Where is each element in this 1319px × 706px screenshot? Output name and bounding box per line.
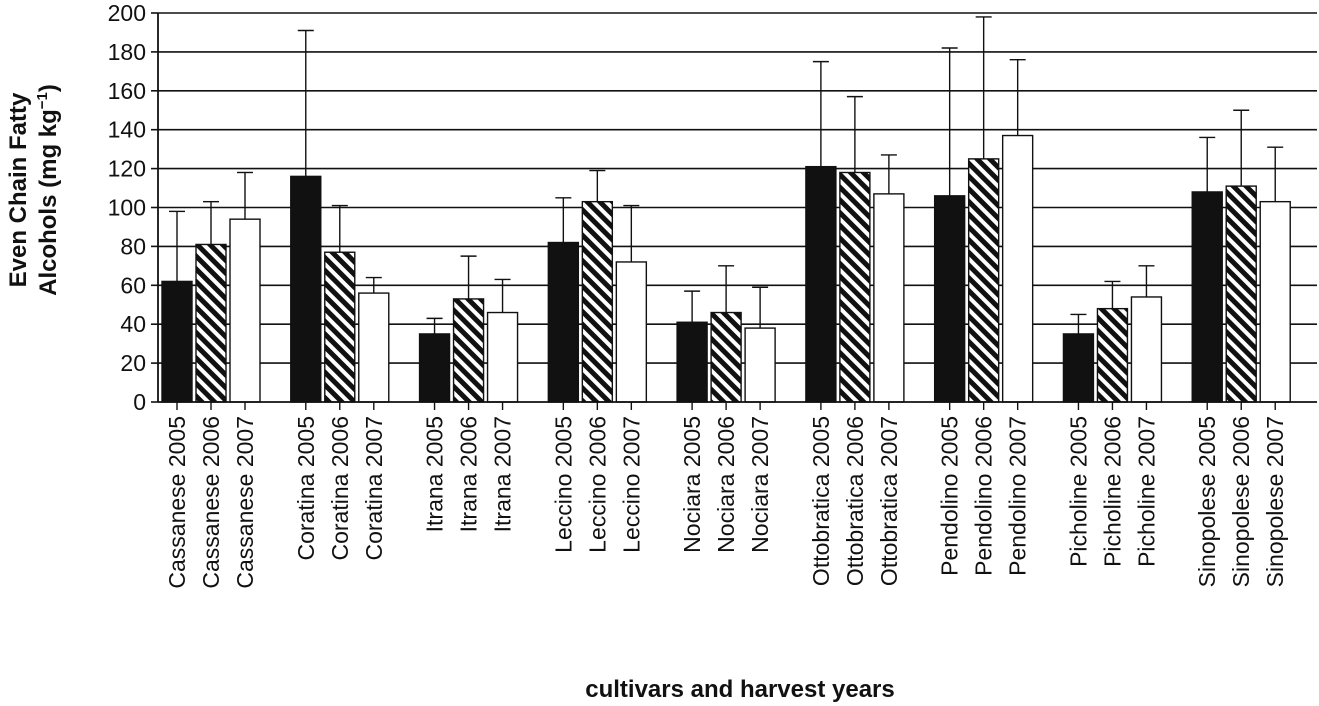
x-category-label: Coratina 2006: [327, 416, 353, 561]
x-category-label: Sinopolese 2005: [1194, 416, 1220, 587]
x-category-label: Sinopolese 2007: [1262, 416, 1288, 587]
x-category-label: Picholine 2007: [1133, 416, 1159, 567]
bar: [161, 280, 193, 403]
bar: [290, 175, 322, 403]
y-tick-label: 100: [108, 195, 146, 221]
bar: [1130, 296, 1163, 403]
x-category-label: Leccino 2005: [550, 416, 576, 553]
y-tick-label: 120: [108, 156, 146, 182]
x-axis-title: cultivars and harvest years: [585, 676, 895, 703]
x-category-label: Picholine 2005: [1065, 416, 1091, 567]
y-tick-label: 20: [120, 350, 146, 376]
x-category-label: Nociara 2007: [747, 416, 773, 553]
axes: [157, 13, 1317, 403]
y-tick-label: 0: [133, 389, 146, 415]
x-category-label: Picholine 2006: [1099, 416, 1125, 567]
x-category-label: Ottobratica 2007: [876, 416, 902, 586]
x-category-label: Leccino 2006: [584, 416, 610, 553]
bar: [710, 311, 742, 403]
bar: [229, 218, 261, 403]
x-category-label: Cassanese 2007: [232, 416, 258, 589]
x-category-label: Pendolino 2005: [937, 416, 963, 576]
x-category-label: Pendolino 2007: [1005, 416, 1031, 576]
x-category-label: Coratina 2007: [361, 416, 387, 561]
x-category-label: Ottobratica 2006: [842, 416, 868, 586]
y-tick-label: 140: [108, 117, 146, 143]
y-axis-title-line2: Alcohols (mg kg−1): [34, 84, 62, 296]
bar: [839, 171, 871, 403]
x-category-label: Nociara 2006: [713, 416, 739, 553]
bar: [1191, 191, 1223, 403]
bar: [1096, 307, 1129, 403]
bar: [933, 195, 966, 403]
y-tick-label: 180: [108, 39, 146, 65]
bar: [452, 298, 485, 403]
bar: [805, 165, 837, 403]
error-bars: [169, 16, 1284, 334]
x-category-label: Pendolino 2006: [971, 416, 997, 576]
y-axis-title-main: Alcohols (mg kg: [35, 109, 62, 296]
bar: [1225, 185, 1257, 403]
bar: [676, 321, 708, 403]
y-axis-title-superscript: −1: [34, 92, 51, 109]
bar: [547, 241, 580, 403]
x-axis-category-labels: Cassanese 2005 Cassanese 2006 Cassanese 20…: [164, 402, 1288, 589]
y-tick-label: 40: [120, 311, 146, 337]
y-tick-label: 200: [108, 0, 146, 26]
x-category-label: Sinopolese 2006: [1228, 416, 1254, 587]
x-category-label: Itrana 2006: [456, 416, 482, 532]
bar: [744, 327, 776, 403]
y-tick-label: 80: [120, 233, 146, 259]
bar: [195, 243, 227, 403]
bar: [615, 261, 648, 403]
x-category-label: Cassanese 2005: [164, 416, 190, 589]
x-category-label: Nociara 2005: [679, 416, 705, 553]
y-axis-ticks: 0 20 40 60 80 100 120 140 160 180 200: [108, 0, 158, 415]
bar: [967, 158, 1000, 403]
y-tick-label: 60: [120, 272, 146, 298]
bar: [324, 251, 356, 403]
bar: [486, 311, 519, 403]
x-category-label: Itrana 2007: [490, 416, 516, 532]
x-category-label: Ottobratica 2005: [808, 416, 834, 586]
x-category-label: Itrana 2005: [422, 416, 448, 532]
x-category-label: Leccino 2007: [618, 416, 644, 553]
x-category-label: Cassanese 2006: [198, 416, 224, 589]
x-category-label: Coratina 2005: [293, 416, 319, 561]
y-axis-title-end: ): [35, 84, 62, 92]
bar: [1259, 200, 1291, 403]
bar: [358, 292, 390, 403]
bar: [418, 333, 451, 403]
bar: [1001, 134, 1034, 403]
y-tick-label: 160: [108, 78, 146, 104]
bar: [873, 193, 905, 403]
y-axis-title-line1: Even Chain Fatty: [5, 92, 32, 287]
bar: [1062, 333, 1095, 403]
bar: [581, 200, 614, 403]
